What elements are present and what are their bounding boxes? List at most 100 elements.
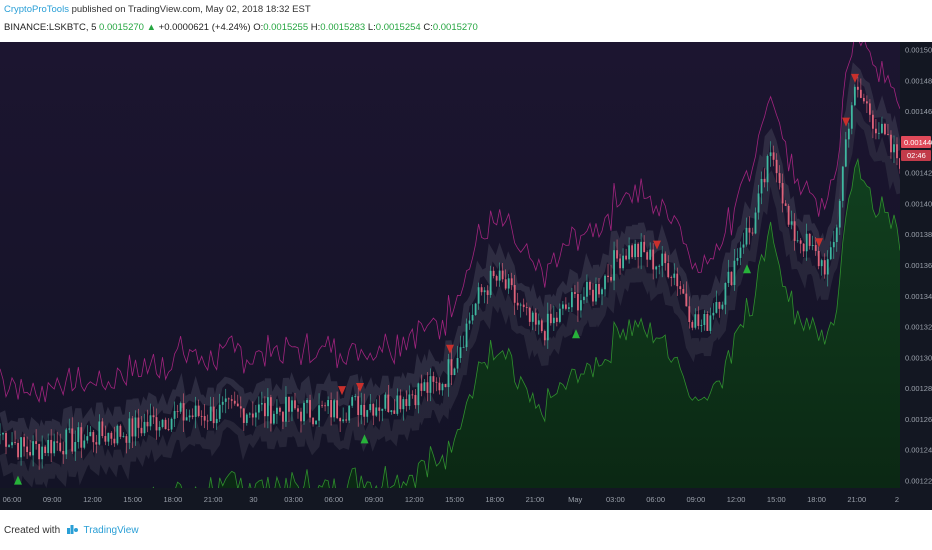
candle-body <box>742 244 745 248</box>
candle-body <box>561 304 564 309</box>
candle-body <box>471 314 474 321</box>
candle-body <box>775 159 778 174</box>
candle-body <box>47 439 50 453</box>
candle-body <box>477 287 480 304</box>
candle-body <box>239 406 242 409</box>
x-tick-label: 12:00 <box>405 495 424 504</box>
candle-body <box>372 404 375 416</box>
y-tick-label: 0.0012600 <box>905 415 932 424</box>
candle-body <box>453 368 456 376</box>
candle-body <box>814 245 817 251</box>
candle-body <box>616 250 618 259</box>
candle-body <box>613 250 615 281</box>
candle-body <box>438 382 441 391</box>
candle-body <box>549 313 552 324</box>
candle-body <box>53 441 56 454</box>
candle-body <box>673 273 676 278</box>
candle-body <box>540 320 543 332</box>
candle-body <box>730 271 733 286</box>
candle-body <box>285 396 287 422</box>
price-chart[interactable]: 0.00150000.00148000.00146000.00144000.00… <box>0 42 932 510</box>
created-with-text: Created with <box>4 525 61 536</box>
candle-body <box>564 304 567 309</box>
candle-body <box>661 253 664 266</box>
countdown-text: 02:46 <box>907 151 926 160</box>
symbol-line: BINANCE:LSKBTC, 5 0.0015270 ▲ +0.0000621… <box>4 22 478 33</box>
chart-area[interactable]: 0.00150000.00148000.00146000.00144000.00… <box>0 42 932 510</box>
candle-body <box>188 415 191 418</box>
candle-body <box>41 446 44 460</box>
author-link[interactable]: CryptoProTools <box>4 4 69 15</box>
candle-body <box>426 382 429 393</box>
candle-body <box>107 432 110 442</box>
candle-body <box>754 212 757 234</box>
candle-body <box>405 399 408 406</box>
candle-body <box>706 314 709 331</box>
candle-body <box>221 401 224 405</box>
candle-body <box>98 421 101 445</box>
candle-body <box>736 257 739 261</box>
candle-body <box>450 359 453 376</box>
candle-body <box>766 156 769 183</box>
footer: Created with TradingView <box>0 510 932 550</box>
candle-body <box>670 277 673 278</box>
candle-body <box>59 442 62 451</box>
candle-body <box>146 421 149 427</box>
candle-body <box>577 293 579 311</box>
candle-body <box>868 103 871 115</box>
x-tick-label: 06:00 <box>324 495 343 504</box>
sell-signal-triangle <box>842 117 850 127</box>
candle-body <box>655 266 658 270</box>
candle-body <box>387 394 390 413</box>
x-tick-label: 12:00 <box>83 495 102 504</box>
candle-body <box>152 415 155 418</box>
candle-body <box>125 436 128 443</box>
x-tick-label: 30 <box>249 495 257 504</box>
candle-body <box>110 432 113 439</box>
candle-body <box>537 320 540 325</box>
candle-body <box>432 376 435 382</box>
candle-body <box>393 410 396 414</box>
close-label: C: <box>423 22 433 33</box>
candle-body <box>345 419 348 421</box>
candle-body <box>0 434 1 436</box>
y-tick-label: 0.0014800 <box>905 76 932 85</box>
candle-body <box>375 407 378 416</box>
candle-body <box>510 278 513 286</box>
candle-body <box>712 312 715 316</box>
header: CryptoProTools published on TradingView.… <box>0 0 932 42</box>
candle-body <box>333 400 336 418</box>
candle-body <box>619 258 621 269</box>
tradingview-brand-link[interactable]: TradingView <box>83 525 139 536</box>
candle-body <box>74 442 77 452</box>
candle-body <box>92 432 95 443</box>
candle-body <box>266 397 269 417</box>
published-line: CryptoProTools published on TradingView.… <box>4 4 311 15</box>
price-axis[interactable] <box>900 42 932 510</box>
candle-body <box>185 417 188 421</box>
y-tick-label: 0.0014600 <box>905 107 932 116</box>
price-tag-value: 0.0014400 <box>904 138 932 147</box>
symbol-label[interactable]: BINANCE:LSKBTC, 5 <box>4 22 97 33</box>
candle-body <box>875 128 877 134</box>
candle-body <box>850 105 853 129</box>
candle-body <box>402 399 405 410</box>
y-tick-label: 0.0012400 <box>905 446 932 455</box>
candle-body <box>309 400 311 418</box>
candle-body <box>224 398 227 402</box>
candle-body <box>251 413 254 418</box>
candle-body <box>751 232 754 234</box>
candle-body <box>543 331 546 341</box>
candle-body <box>884 123 886 135</box>
candle-body <box>294 400 296 409</box>
candle-body <box>658 265 661 267</box>
candle-body <box>50 439 53 454</box>
sell-signal-triangle <box>338 386 346 396</box>
candle-body <box>233 400 236 404</box>
candle-body <box>468 320 471 324</box>
candle-body <box>101 421 104 437</box>
candle-body <box>844 139 847 167</box>
time-axis[interactable] <box>0 488 900 510</box>
candle-body <box>167 428 170 430</box>
candle-body <box>691 322 694 328</box>
